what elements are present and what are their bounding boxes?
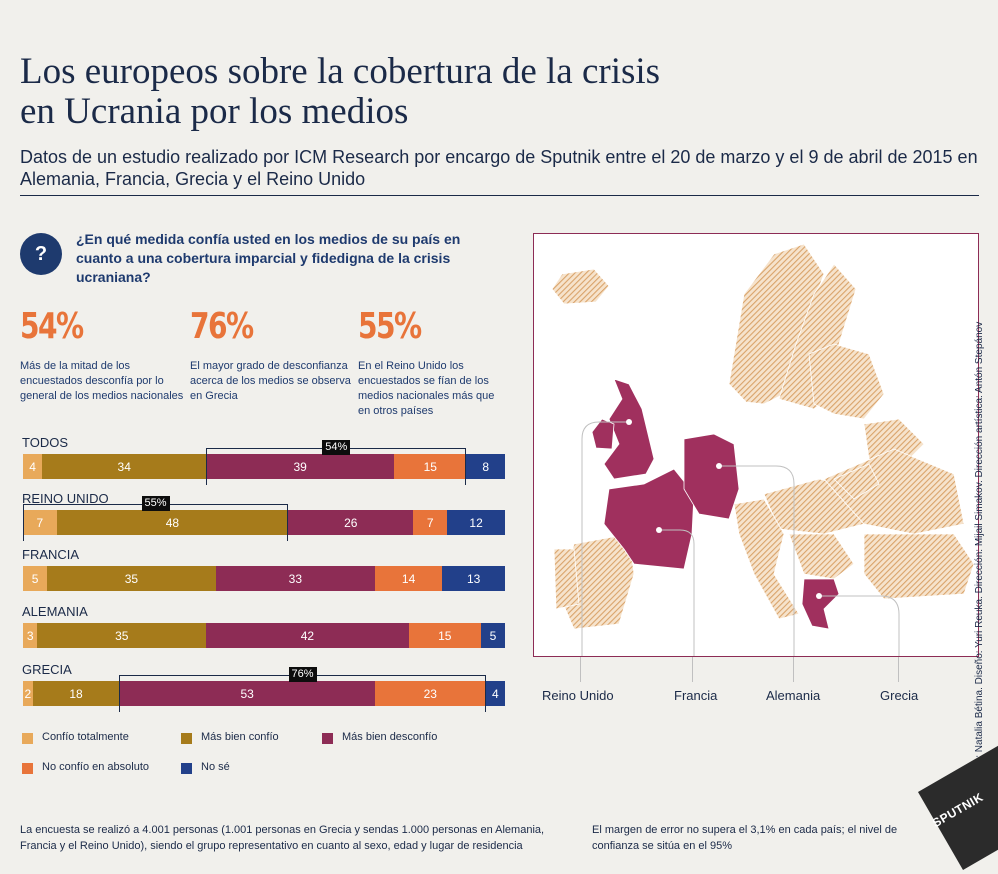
bar-segment: 35 <box>47 566 216 591</box>
bar-segment: 15 <box>394 454 467 479</box>
bar-segment: 15 <box>408 623 481 648</box>
legend-label-mas-bien-desconfio: Más bien desconfío <box>342 731 438 743</box>
header-divider <box>20 195 979 196</box>
bar-segment: 33 <box>215 566 375 591</box>
map-pointer-de <box>793 657 794 682</box>
bar-segment: 7 <box>413 510 448 535</box>
legend-label-no-confio: No confío en absoluto <box>42 761 150 773</box>
bar-segment: 13 <box>442 566 505 591</box>
bar-segment: 5 <box>23 566 48 591</box>
map-ireland <box>591 418 615 450</box>
stat-desc-3: En el Reino Unido los encuestados se fía… <box>358 360 495 417</box>
bar-segment: 3 <box>23 623 38 648</box>
map-label-grecia: Grecia <box>880 688 919 703</box>
bar-segment: 26 <box>288 510 414 535</box>
bar-segment: 42 <box>206 623 409 648</box>
map-pointer-fr <box>692 657 693 682</box>
stat-value-2: 76% <box>190 306 254 347</box>
bar-segment: 53 <box>119 681 375 706</box>
europe-map-svg <box>551 243 975 656</box>
stat-desc-1: Más de la mitad de los encuestados desco… <box>20 360 184 402</box>
map-other-countries <box>551 243 975 630</box>
stat-desc-2: El mayor grado de desconfianza acerca de… <box>190 360 351 402</box>
map-pointer-gr <box>898 657 899 682</box>
legend-swatch-mas-bien-confio <box>181 733 192 744</box>
question-text: ¿En qué medida confía usted en los medio… <box>76 231 461 285</box>
row-label-todos: TODOS <box>22 435 68 450</box>
legend-swatch-no-se <box>181 763 192 774</box>
title-line-1: Los europeos sobre la cobertura de la cr… <box>20 51 661 92</box>
bar-segment: 48 <box>56 510 289 535</box>
map-france <box>603 468 695 570</box>
legend-swatch-mas-bien-desconfio <box>322 733 333 744</box>
page-title: Los europeos sobre la cobertura de la cr… <box>20 52 920 132</box>
legend-label-mas-bien-confio: Más bien confío <box>201 731 279 743</box>
row-label-reino-unido: REINO UNIDO <box>22 491 109 506</box>
title-line-2: en Ucrania por los medios <box>20 91 409 132</box>
bar-segment: 34 <box>42 454 207 479</box>
subtitle: Datos de un estudio realizado por ICM Re… <box>20 147 978 189</box>
row-label-francia: FRANCIA <box>22 547 80 562</box>
map-pointer-dots <box>626 419 822 599</box>
stat-value-1: 54% <box>20 306 84 347</box>
map-germany <box>683 433 740 520</box>
legend-swatch-totalmente <box>22 733 33 744</box>
map-pointer-uk <box>580 657 581 682</box>
legend-label-totalmente: Confío totalmente <box>42 731 129 743</box>
bar-segment: 4 <box>485 681 505 706</box>
bar-segment: 35 <box>37 623 207 648</box>
bar-segment: 39 <box>206 454 395 479</box>
bar-segment: 14 <box>374 566 443 591</box>
bar-segment: 12 <box>447 510 505 535</box>
row-label-alemania: ALEMANIA <box>22 604 88 619</box>
footnote-margin: El margen de error no supera el 3,1% en … <box>592 824 898 852</box>
row-label-grecia: GRECIA <box>22 662 72 677</box>
bar-segment: 23 <box>374 681 486 706</box>
map-label-reino-unido: Reino Unido <box>542 688 614 703</box>
highlight-label: 55% <box>141 496 170 511</box>
map-label-francia: Francia <box>674 688 718 703</box>
bar-segment: 7 <box>23 510 57 535</box>
bar-segment: 18 <box>32 681 120 706</box>
legend-swatch-no-confio <box>22 763 33 774</box>
bar-segment: 2 <box>23 681 33 706</box>
map-pointer-lines <box>581 421 900 656</box>
stat-value-3: 55% <box>358 306 422 347</box>
legend-label-no-se: No sé <box>201 761 230 773</box>
map-greece <box>801 578 840 630</box>
map-uk <box>603 378 655 480</box>
bar-segment: 8 <box>466 454 505 479</box>
bar-segment: 4 <box>23 454 43 479</box>
map-label-alemania: Alemania <box>766 688 821 703</box>
question-icon: ? <box>20 233 62 275</box>
bar-segment: 5 <box>480 623 505 648</box>
highlight-label: 54% <box>322 440 351 455</box>
map-highlight-countries <box>591 378 840 630</box>
europe-map <box>533 233 979 657</box>
footnote-sample: La encuesta se realizó a 4.001 personas … <box>20 824 545 852</box>
credits: Redacción: Natalia Bétina. Diseño: Yuri … <box>974 321 985 805</box>
highlight-label: 76% <box>288 667 317 682</box>
